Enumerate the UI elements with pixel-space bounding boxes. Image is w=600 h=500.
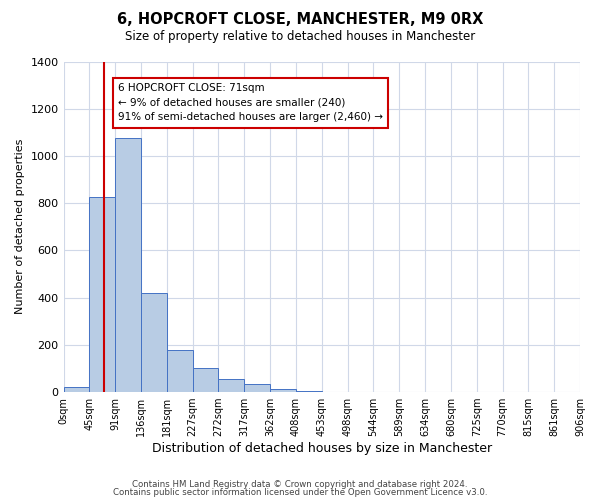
Y-axis label: Number of detached properties: Number of detached properties: [15, 139, 25, 314]
Bar: [244, 384, 270, 392]
X-axis label: Distribution of detached houses by size in Manchester: Distribution of detached houses by size …: [152, 442, 492, 455]
Bar: [115, 138, 141, 392]
Text: 6 HOPCROFT CLOSE: 71sqm
← 9% of detached houses are smaller (240)
91% of semi-de: 6 HOPCROFT CLOSE: 71sqm ← 9% of detached…: [118, 83, 383, 122]
Bar: [89, 198, 115, 392]
Text: Size of property relative to detached houses in Manchester: Size of property relative to detached ho…: [125, 30, 475, 43]
Bar: [167, 350, 193, 392]
Bar: [218, 379, 244, 392]
Text: Contains HM Land Registry data © Crown copyright and database right 2024.: Contains HM Land Registry data © Crown c…: [132, 480, 468, 489]
Bar: [141, 293, 167, 392]
Bar: [296, 391, 322, 392]
Bar: [193, 368, 218, 392]
Text: Contains public sector information licensed under the Open Government Licence v3: Contains public sector information licen…: [113, 488, 487, 497]
Bar: [64, 388, 89, 392]
Text: 6, HOPCROFT CLOSE, MANCHESTER, M9 0RX: 6, HOPCROFT CLOSE, MANCHESTER, M9 0RX: [117, 12, 483, 28]
Bar: [270, 388, 296, 392]
